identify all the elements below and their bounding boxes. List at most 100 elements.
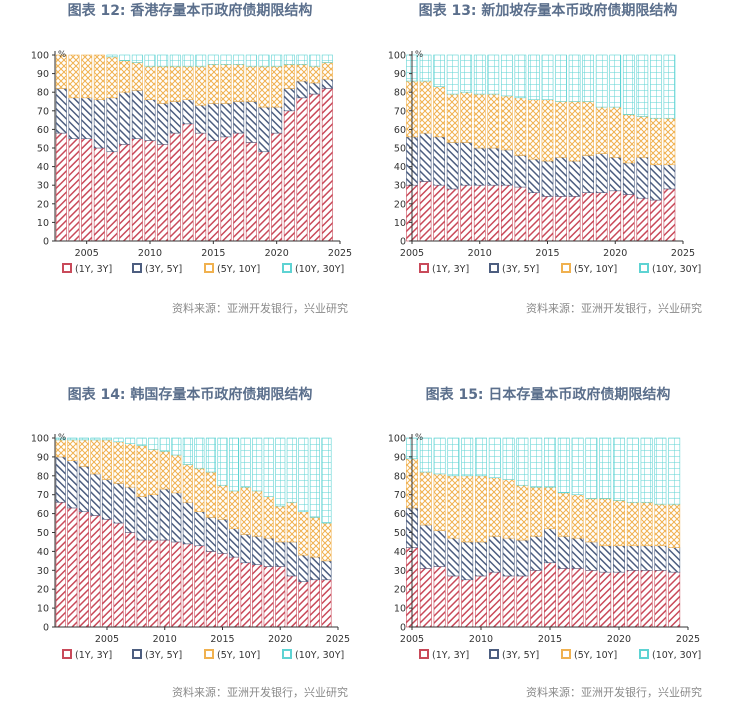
y-tick-label: 100 <box>31 434 49 445</box>
bar-segment-10y-30y <box>131 54 143 63</box>
bar-segment-10y-30y <box>101 437 113 441</box>
bar-segment-3y-5y <box>321 560 332 581</box>
bar-segment-5y-10y <box>90 439 101 475</box>
legend-label: (10Y, 30Y] <box>295 264 344 275</box>
legend-swatch <box>639 649 649 659</box>
bar-segment-5y-10y <box>240 486 251 535</box>
y-tick-label: 0 <box>400 237 406 248</box>
bar-segment-5y-10y <box>298 511 309 556</box>
bar-segment-3y-5y <box>433 530 446 567</box>
bar-segment-5y-10y <box>93 54 105 100</box>
bar-segment-5y-10y <box>55 54 67 89</box>
bar-segment-1y-3y <box>148 539 159 628</box>
bar-segment-1y-3y <box>473 184 486 242</box>
bar-segment-1y-3y <box>555 196 567 242</box>
bar-segment-10y-30y <box>283 54 295 65</box>
legend-item-1y-3y: (1Y, 3Y] <box>419 649 469 661</box>
bar-segment-3y-5y <box>157 103 169 145</box>
bar-segment-5y-10y <box>283 64 295 89</box>
bar-segment-3y-5y <box>599 545 612 573</box>
bar-segment-1y-3y <box>298 581 309 628</box>
bar-segment-5y-10y <box>131 62 143 91</box>
bar-segment-1y-3y <box>78 511 89 628</box>
bar-segment-3y-5y <box>113 483 124 524</box>
y-tick-label: 40 <box>37 162 49 173</box>
bar-segment-1y-3y <box>55 132 67 242</box>
bar-segment-10y-30y <box>595 54 608 108</box>
y-tick-label: 70 <box>37 106 49 117</box>
bar-segment-3y-5y <box>585 541 598 571</box>
y-tick-label: 80 <box>37 88 49 99</box>
legend-label: (10Y, 30Y] <box>295 650 344 661</box>
bar-segment-5y-10y <box>78 439 89 467</box>
bar-segment-10y-30y <box>286 437 297 503</box>
bar-segment-3y-5y <box>433 136 445 186</box>
bar-segment-10y-30y <box>541 54 554 100</box>
bar-segment-5y-10y <box>500 95 513 151</box>
bar-segment-1y-3y <box>240 562 251 628</box>
y-tick-label: 90 <box>37 452 49 463</box>
bar-segment-1y-3y <box>81 138 93 242</box>
bar-segment-1y-3y <box>258 151 270 242</box>
bar-segment-10y-30y <box>582 54 594 102</box>
bar-segment-3y-5y <box>541 160 554 197</box>
bar-segment-1y-3y <box>663 188 676 242</box>
bar-segment-3y-5y <box>182 99 194 125</box>
bar-segment-10y-30y <box>640 437 653 503</box>
bar-segment-3y-5y <box>668 547 681 573</box>
legend-swatch <box>561 263 571 273</box>
bar-segment-3y-5y <box>622 162 635 195</box>
bar-segment-3y-5y <box>144 99 156 141</box>
bar-segment-1y-3y <box>182 543 193 628</box>
bar-segment-5y-10y <box>568 101 581 162</box>
bar-segment-5y-10y <box>433 473 446 531</box>
bar-segment-5y-10y <box>321 522 332 562</box>
legend-item-10y-30y: (10Y, 30Y] <box>282 649 344 661</box>
y-tick-label: 60 <box>394 509 406 520</box>
legend-swatch <box>204 263 214 273</box>
bar-segment-10y-30y <box>275 437 286 507</box>
bar-segment-5y-10y <box>544 486 556 530</box>
bar-segment-3y-5y <box>516 539 529 577</box>
bar-segment-3y-5y <box>182 501 193 545</box>
y-tick-label: 60 <box>37 509 49 520</box>
bar-segment-10y-30y <box>528 54 540 100</box>
bar-segment-10y-30y <box>113 437 124 443</box>
bar-segment-5y-10y <box>217 484 228 520</box>
legend-swatch <box>639 263 649 273</box>
legend-label: (1Y, 3Y] <box>75 264 112 275</box>
bar-segment-1y-3y <box>136 539 147 628</box>
bar-segment-5y-10y <box>622 114 635 164</box>
legend-label: (5Y, 10Y] <box>574 264 617 275</box>
y-tick-label: 0 <box>43 623 49 634</box>
bar-segment-3y-5y <box>309 82 321 95</box>
bar-segment-1y-3y <box>271 132 283 242</box>
bar-segment-1y-3y <box>446 188 459 242</box>
bar-segment-3y-5y <box>93 99 105 149</box>
bar-segment-3y-5y <box>275 541 286 567</box>
bar-segment-1y-3y <box>613 571 625 628</box>
legend-item-1y-3y: (1Y, 3Y] <box>62 649 112 661</box>
bar-segment-3y-5y <box>101 479 113 520</box>
y-tick-label: 20 <box>394 585 406 596</box>
bar-segment-3y-5y <box>68 97 80 139</box>
bar-segment-3y-5y <box>136 496 147 541</box>
bar-segment-10y-30y <box>106 54 118 58</box>
legend-label: (3Y, 5Y] <box>502 650 539 661</box>
bar-segment-10y-30y <box>298 437 309 513</box>
bar-segment-10y-30y <box>229 437 240 492</box>
source-note: 资料来源：亚洲开发银行，兴业研究 <box>526 302 702 315</box>
bar-segment-1y-3y <box>568 196 581 242</box>
bar-segment-1y-3y <box>419 568 432 628</box>
bar-segment-3y-5y <box>55 456 66 503</box>
chart-title: 图表 12: 香港存量本币政府债期限结构 <box>67 3 313 19</box>
y-tick-label: 100 <box>388 434 406 445</box>
bar-segment-5y-10y <box>68 54 80 99</box>
y-tick-label: 20 <box>394 199 406 210</box>
y-tick-label: 50 <box>394 144 406 155</box>
bar-segment-3y-5y <box>582 155 594 193</box>
bar-segment-3y-5y <box>446 142 459 190</box>
bar-segment-3y-5y <box>217 518 228 554</box>
panel-hk: 图表 12: 香港存量本币政府债期限结构 0 10 20 30 40 50 60 70 80 90… <box>10 0 370 330</box>
x-tick-label: 2025 <box>328 248 352 259</box>
